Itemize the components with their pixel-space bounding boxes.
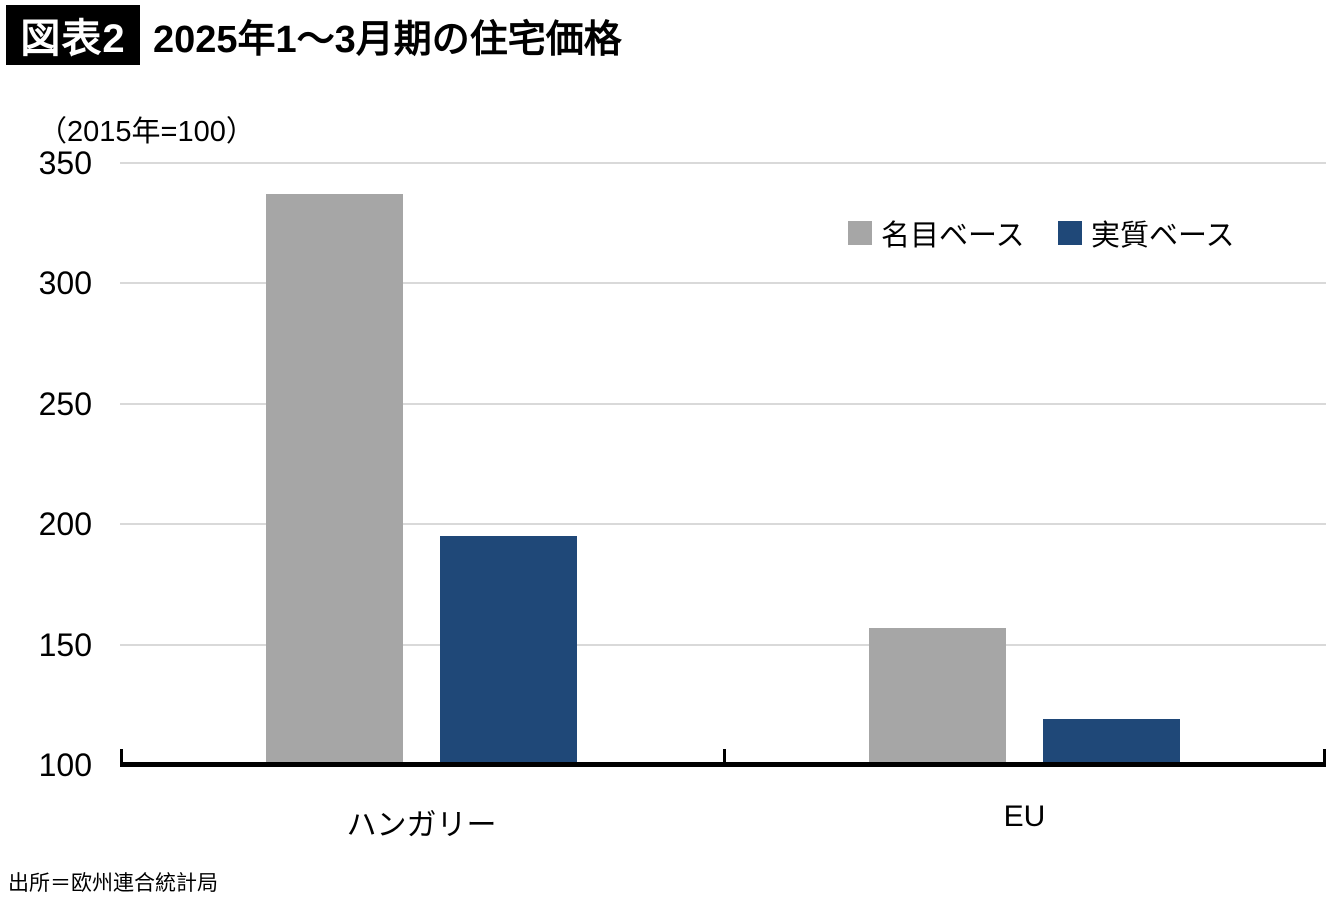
y-axis-tick-label: 250 [38, 385, 92, 422]
x-axis-tick [1323, 749, 1326, 763]
legend-label-real: 実質ベース [1091, 220, 1235, 252]
chart-title: 2025年1〜3月期の住宅価格 [153, 18, 622, 61]
x-axis-category-label: ハンガリー [346, 809, 497, 842]
gridline [120, 282, 1326, 285]
gridline [120, 162, 1326, 164]
y-axis-tick-label: 200 [38, 506, 92, 543]
y-axis-tick-label: 150 [38, 626, 92, 663]
x-axis-tick [120, 749, 123, 763]
bar-ハンガリー-実質ベース [440, 536, 577, 765]
source-note: 出所＝欧州連合統計局 [8, 872, 218, 895]
legend-item-real: 実質ベース [1058, 212, 1235, 254]
x-axis-tick [723, 749, 726, 763]
legend-swatch-real [1058, 221, 1082, 245]
gridline [120, 523, 1326, 526]
gridline [120, 402, 1326, 405]
y-axis-unit-label: （2015年=100） [38, 116, 255, 148]
legend-item-nominal: 名目ベース [848, 212, 1025, 254]
bar-EU-名目ベース [869, 627, 1006, 765]
gridline [120, 643, 1326, 646]
figure-number-badge: 図表2 [6, 5, 140, 65]
y-axis-tick-label: 300 [38, 265, 92, 302]
legend-label-nominal: 名目ベース [881, 220, 1025, 252]
x-axis-category-label: EU [1003, 800, 1046, 833]
bar-EU-実質ベース [1043, 719, 1180, 765]
y-axis-tick-label: 100 [38, 747, 92, 783]
y-axis-tick-label: 350 [38, 145, 92, 181]
bar-ハンガリー-名目ベース [266, 194, 403, 765]
x-axis-line [120, 762, 1326, 767]
legend-swatch-nominal [848, 221, 872, 245]
